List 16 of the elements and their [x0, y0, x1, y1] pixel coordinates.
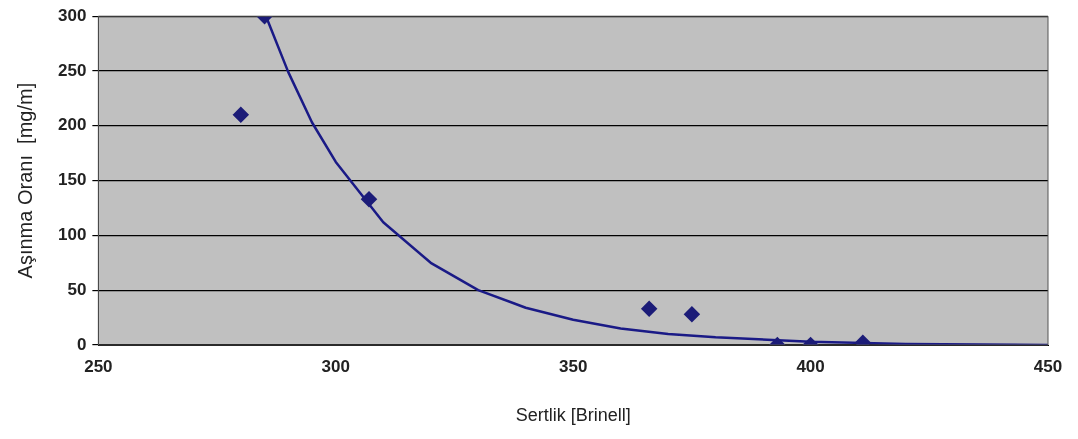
x-tick-label: 300 [321, 356, 350, 376]
y-tick-label: 200 [57, 115, 87, 135]
point [361, 191, 377, 207]
x-tick-label: 350 [558, 356, 588, 376]
y-tick-label: 100 [57, 225, 87, 245]
y-tick-label: 50 [67, 279, 87, 299]
y-tick-label: 250 [57, 60, 87, 80]
x-tick-label: 250 [84, 356, 113, 376]
y-tick-label: 150 [57, 170, 87, 190]
y-tick-label: 0 [76, 334, 87, 354]
x-tick-label: 450 [1033, 356, 1063, 376]
x-axis-title: Sertlik [Brinell] [515, 405, 631, 426]
point [233, 107, 249, 123]
y-axis-title: Aşınma Oranı [mg/m] [13, 82, 36, 279]
x-tick-label: 400 [796, 356, 825, 376]
y-tick-label: 300 [57, 5, 87, 25]
